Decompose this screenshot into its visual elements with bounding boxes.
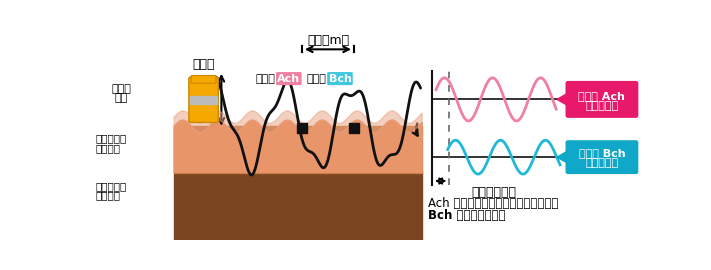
Text: 検出機 Bch: 検出機 Bch [579, 148, 625, 158]
Text: 震動: 震動 [114, 93, 128, 103]
Text: Ach に伝わった表面波は、少し遅れて: Ach に伝わった表面波は、少し遅れて [427, 197, 558, 210]
Text: 低い周波数: 低い周波数 [95, 181, 127, 191]
Bar [174, 171, 422, 240]
Bar [191, 96, 217, 104]
FancyBboxPatch shape [565, 140, 638, 174]
FancyBboxPatch shape [276, 72, 301, 85]
Text: 上下に: 上下に [112, 84, 132, 94]
Text: 測定データ: 測定データ [585, 100, 619, 110]
Text: の表面波: の表面波 [95, 143, 120, 153]
Text: Bch: Bch [328, 74, 351, 84]
FancyBboxPatch shape [189, 77, 218, 123]
Text: 検出機: 検出機 [307, 74, 327, 84]
Polygon shape [557, 151, 568, 163]
Text: Ach: Ach [277, 74, 300, 84]
Polygon shape [174, 111, 422, 133]
Bar [297, 123, 306, 133]
Text: 起振機: 起振機 [192, 58, 215, 71]
Polygon shape [557, 93, 568, 106]
Polygon shape [174, 120, 422, 173]
Text: Bch に伝わります。: Bch に伝わります。 [427, 209, 505, 222]
Text: 測定データ: 測定データ [585, 158, 619, 168]
Text: 高い周波数: 高い周波数 [95, 134, 127, 144]
FancyBboxPatch shape [565, 81, 638, 118]
FancyBboxPatch shape [327, 72, 353, 85]
Bar [174, 126, 422, 173]
FancyBboxPatch shape [191, 76, 216, 83]
Text: 検出機 Ach: 検出機 Ach [579, 90, 626, 100]
Text: 検出機: 検出機 [256, 74, 276, 84]
Text: 距離（m）: 距離（m） [307, 33, 349, 47]
Bar [349, 123, 358, 133]
Text: の表面波: の表面波 [95, 191, 120, 201]
Text: 時間差（秒）: 時間差（秒） [471, 186, 517, 199]
